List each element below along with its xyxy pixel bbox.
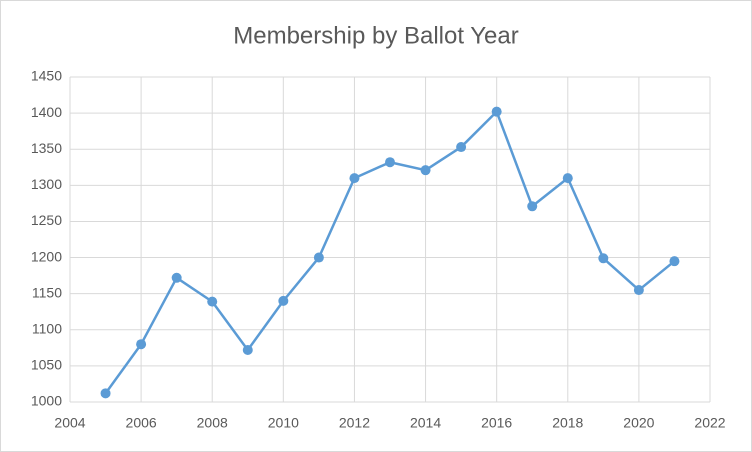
x-tick-label: 2020 bbox=[623, 415, 654, 431]
x-tick-label: 2022 bbox=[694, 415, 725, 431]
chart-title: Membership by Ballot Year bbox=[233, 22, 519, 49]
data-point bbox=[669, 256, 680, 267]
y-tick-label: 1300 bbox=[31, 176, 62, 192]
y-tick-label: 1000 bbox=[31, 393, 62, 409]
data-point bbox=[136, 339, 147, 350]
y-tick-label: 1200 bbox=[31, 248, 62, 264]
y-tick-label: 1100 bbox=[32, 320, 62, 336]
x-tick-label: 2004 bbox=[54, 415, 85, 431]
x-tick-label: 2016 bbox=[481, 415, 512, 431]
data-point bbox=[349, 173, 360, 184]
x-tick-label: 2010 bbox=[268, 415, 299, 431]
data-point bbox=[313, 252, 324, 263]
data-point bbox=[456, 142, 467, 153]
data-point bbox=[171, 272, 182, 283]
data-point bbox=[242, 345, 253, 355]
data-point bbox=[278, 295, 289, 306]
y-tick-label: 1450 bbox=[31, 68, 62, 84]
x-tick-label: 2018 bbox=[552, 415, 583, 431]
y-tick-label: 1400 bbox=[31, 104, 62, 120]
data-point bbox=[420, 165, 431, 176]
y-tick-label: 1050 bbox=[31, 357, 62, 373]
x-tick-label: 2014 bbox=[410, 415, 441, 431]
y-tick-label: 1250 bbox=[31, 212, 62, 228]
data-point bbox=[491, 106, 502, 117]
data-point bbox=[633, 285, 644, 296]
data-point bbox=[207, 296, 218, 307]
y-tick-label: 1350 bbox=[31, 140, 62, 156]
data-point bbox=[385, 157, 395, 168]
data-point bbox=[527, 201, 538, 212]
x-tick-label: 2008 bbox=[197, 415, 228, 431]
data-point bbox=[100, 388, 111, 399]
y-tick-label: 1150 bbox=[32, 284, 62, 300]
data-point bbox=[598, 253, 609, 264]
x-tick-label: 2012 bbox=[339, 415, 370, 431]
x-tick-label: 2006 bbox=[126, 415, 157, 431]
data-point bbox=[562, 173, 573, 184]
